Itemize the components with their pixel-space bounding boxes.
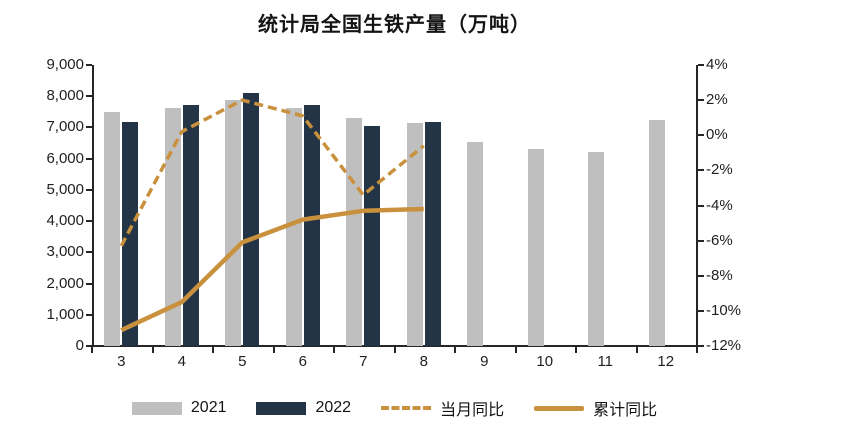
legend-label: 2022 [315, 399, 352, 416]
y-axis-left-tick [86, 95, 92, 98]
legend-swatch-solid-line [534, 405, 585, 411]
y-axis-left-tick-label: 6,000 [46, 149, 84, 167]
bar-2022-month-3 [122, 121, 139, 346]
y-axis-right-tick [698, 134, 704, 137]
legend-label: 2021 [190, 399, 227, 416]
x-axis-tick [272, 347, 275, 353]
y-axis-right-tick [698, 169, 704, 172]
y-axis-left-tick [86, 157, 92, 160]
y-axis-left-tick-label: 4,000 [46, 212, 84, 230]
bar-2022-month-6 [303, 104, 320, 346]
y-axis-right-tick-label: -6% [706, 231, 733, 249]
x-axis-tick [575, 347, 577, 353]
y-axis-right-tick-label: -2% [706, 161, 733, 179]
bar-2021-month-10 [527, 148, 544, 346]
x-axis-tick-label: 9 [480, 353, 489, 370]
x-axis-tick-label: 12 [657, 353, 675, 370]
bar-2021-month-7 [346, 118, 363, 346]
y-axis-left-tick-label: 7,000 [46, 118, 84, 136]
y-axis-left-tick-label: 8,000 [46, 87, 84, 105]
bar-2021-month-12 [648, 119, 665, 346]
legend-swatch-bar [256, 401, 307, 415]
x-axis-tick-label: 6 [298, 353, 307, 370]
y-axis-right-tick-label: -12% [706, 337, 742, 354]
bar-2022-month-4 [182, 104, 199, 346]
legend-swatch-bar [131, 401, 182, 415]
y-axis-right-tick [698, 274, 704, 277]
x-axis-tick [91, 347, 93, 353]
x-axis-tick-label: 5 [238, 353, 247, 370]
bar-2021-month-8 [406, 122, 423, 346]
x-axis-tick [212, 347, 214, 353]
x-axis-tick [333, 347, 335, 353]
legend-item-2022: 2022 [256, 399, 351, 417]
y-axis-left-tick [86, 64, 92, 66]
x-axis-tick-label: 7 [359, 353, 368, 370]
legend-swatch-dashed-line [381, 406, 432, 410]
y-axis-left-tick-label: 9,000 [46, 56, 84, 73]
y-axis-right-tick-label: 0% [706, 126, 728, 144]
y-axis-right-tick [698, 345, 704, 347]
x-axis-tick-label: 10 [536, 353, 554, 370]
y-axis-left-tick [86, 313, 92, 316]
y-axis-right-tick-label: -4% [706, 196, 733, 214]
legend-item-2021: 2021 [131, 399, 227, 417]
x-axis-tick [514, 347, 517, 353]
y-axis-left-tick-label: 2,000 [46, 274, 84, 292]
y-axis-left-tick [86, 188, 92, 191]
bar-2021-month-3 [104, 111, 121, 346]
bar-2022-month-8 [424, 122, 441, 346]
x-axis-tick-label: 4 [177, 353, 186, 370]
bar-2022-month-5 [243, 93, 260, 346]
legend-item-cumulative-yoy: 累计同比 [534, 396, 657, 420]
y-axis-left-tick-label: 3,000 [46, 243, 84, 261]
y-axis-right-tick [698, 64, 704, 66]
x-axis-tick [696, 347, 698, 353]
bar-2021-month-4 [164, 108, 181, 346]
y-axis-left-tick-label: 5,000 [46, 180, 84, 198]
bar-2021-month-6 [285, 108, 302, 346]
bar-2021-month-9 [467, 141, 484, 346]
y-axis-right-tick-label: 2% [706, 91, 728, 109]
bar-2022-month-7 [364, 125, 381, 346]
bar-2021-month-11 [588, 152, 605, 346]
x-axis-tick-label: 11 [597, 353, 614, 370]
x-axis-tick [454, 347, 456, 353]
y-axis-right-tick [698, 99, 704, 102]
y-axis-left-tick-label: 1,000 [46, 305, 84, 323]
x-axis-tick-label: 3 [117, 353, 126, 370]
legend-label: 累计同比 [593, 402, 658, 419]
y-axis-right-tick-label: -10% [706, 301, 742, 319]
y-axis-left-tick [86, 345, 92, 347]
y-axis-left-tick [86, 282, 92, 285]
legend: 2021 2022 当月同比 累计同比 [82, 396, 707, 420]
bar-2021-month-5 [225, 99, 242, 346]
x-axis-line [92, 345, 698, 347]
y-axis-left-tick [86, 251, 92, 254]
y-axis-right-tick [698, 309, 704, 312]
y-axis-right-line [696, 65, 698, 346]
y-axis-right-tick-label: 4% [706, 56, 728, 73]
x-axis-tick [393, 347, 396, 353]
y-axis-left-tick [86, 220, 92, 223]
x-axis-tick [151, 347, 154, 353]
y-axis-right-tick [698, 239, 704, 242]
y-axis-right-tick-label: -8% [706, 266, 733, 284]
legend-item-monthly-yoy: 当月同比 [381, 396, 504, 420]
y-axis-left-tick-label: 0 [75, 337, 84, 354]
y-axis-left-tick [86, 126, 92, 129]
legend-label: 当月同比 [440, 402, 505, 419]
y-axis-left-line [92, 65, 94, 346]
y-axis-right-tick [698, 204, 704, 207]
x-axis-tick [635, 347, 638, 353]
chart-title: 统计局全国生铁产量（万吨） [258, 14, 531, 36]
x-axis-tick-label: 8 [419, 353, 428, 370]
